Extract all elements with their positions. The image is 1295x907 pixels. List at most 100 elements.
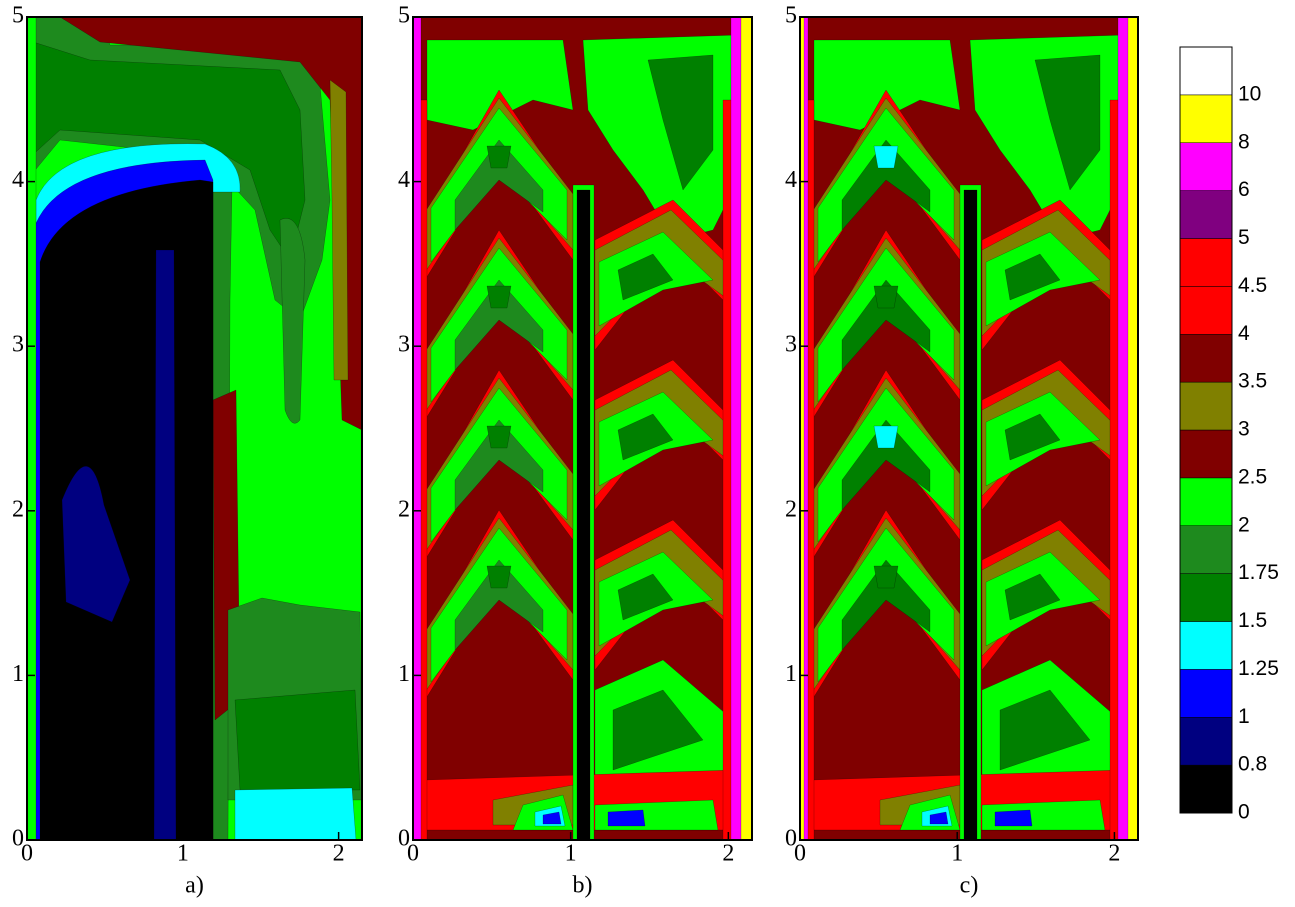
contour-region (279, 218, 306, 424)
contour-region (1004, 253, 1061, 301)
contour-region (617, 253, 674, 301)
contour-region (617, 573, 674, 621)
x-tick-label: 0 (794, 841, 806, 867)
colorbar-box (1179, 190, 1233, 239)
contour-region (929, 811, 949, 825)
contour-region (817, 247, 955, 403)
colorbar-label: 1.5 (1238, 609, 1267, 632)
x-tick-label: 0 (21, 841, 33, 867)
x-tick-label: 2 (722, 841, 734, 867)
contour-field (413, 17, 752, 840)
x-tick-label: 0 (407, 841, 419, 867)
contour-region (486, 285, 512, 309)
plot-frame (799, 16, 1139, 841)
contour-region (873, 145, 899, 169)
contour-field (27, 17, 362, 840)
x-tick-label: 1 (951, 841, 963, 867)
colorbar-box (1179, 334, 1233, 383)
colorbar-label: 1 (1238, 705, 1250, 728)
x-tick-label: 2 (333, 841, 345, 867)
contour-region (486, 565, 512, 589)
contour-region (430, 107, 568, 263)
contour-region (817, 527, 955, 683)
colorbar-label: 0.8 (1238, 753, 1267, 776)
y-tick-label: 5 (785, 3, 797, 29)
contour-region (1127, 17, 1138, 840)
panel-label: a) (185, 873, 204, 899)
contour-region (153, 249, 177, 840)
y-tick-label: 1 (785, 661, 797, 687)
colorbar-box (1179, 429, 1233, 479)
contour-region (329, 79, 349, 381)
colorbar-box (1179, 142, 1233, 191)
x-tick-label: 1 (565, 841, 577, 867)
y-tick-label: 2 (12, 496, 24, 522)
contour-region (740, 17, 752, 840)
contour-region (542, 811, 562, 825)
contour-region (486, 425, 512, 449)
colorbar-label: 4 (1238, 322, 1250, 345)
contour-region (1034, 54, 1101, 191)
contour-region (234, 689, 361, 791)
y-tick-label: 3 (785, 332, 797, 358)
y-tick-label: 4 (12, 167, 24, 193)
contour-field (800, 17, 1138, 840)
contour-region (607, 809, 646, 827)
colorbar-box (1179, 46, 1233, 96)
y-tick-label: 5 (398, 3, 410, 29)
contour-region (647, 54, 714, 191)
y-tick-label: 0 (785, 826, 797, 852)
plot-frame (26, 16, 363, 841)
y-tick-label: 3 (398, 332, 410, 358)
y-tick-label: 0 (398, 826, 410, 852)
y-tick-label: 2 (398, 496, 410, 522)
contour-region (873, 565, 899, 589)
colorbar-box (1179, 669, 1233, 718)
contour-region (999, 689, 1091, 771)
y-tick-label: 0 (12, 826, 24, 852)
contour-region (612, 689, 704, 771)
colorbar-label: 3 (1238, 418, 1250, 441)
colorbar-box (1179, 764, 1233, 814)
y-tick-label: 1 (398, 661, 410, 687)
colorbar-box (1179, 94, 1233, 143)
colorbar-frame (1179, 46, 1233, 814)
contour-region (817, 107, 955, 263)
contour-region (27, 17, 37, 840)
colorbar-label: 2 (1238, 513, 1250, 536)
contour-region (61, 466, 131, 623)
contour-region (486, 145, 512, 169)
x-tick-label: 2 (1108, 841, 1120, 867)
contour-region (413, 17, 422, 840)
contour-region (1004, 573, 1061, 621)
colorbar-label: 6 (1238, 178, 1250, 201)
contour-region (873, 425, 899, 449)
panel-label: c) (960, 873, 979, 899)
colorbar-box (1179, 573, 1233, 622)
y-tick-label: 4 (785, 167, 797, 193)
contour-region (430, 247, 568, 403)
y-tick-label: 4 (398, 167, 410, 193)
contour-region (430, 527, 568, 683)
colorbar-box (1179, 381, 1233, 431)
panel-label: b) (573, 873, 593, 899)
colorbar-box (1179, 717, 1233, 766)
colorbar-label: 3.5 (1238, 370, 1267, 393)
colorbar-label: 0 (1238, 801, 1250, 824)
colorbar-label: 2.5 (1238, 465, 1267, 488)
colorbar-label: 1.25 (1238, 657, 1279, 680)
colorbar-label: 1.75 (1238, 561, 1279, 584)
colorbar-box (1179, 238, 1233, 287)
plot-frame (412, 16, 753, 841)
colorbar-label: 5 (1238, 226, 1250, 249)
y-tick-label: 1 (12, 661, 24, 687)
colorbar-box (1179, 477, 1233, 526)
colorbar-box (1179, 525, 1233, 574)
colorbar-label: 8 (1238, 130, 1250, 153)
contour-region (963, 189, 978, 840)
contour-region (1004, 413, 1061, 461)
contour-region (873, 285, 899, 309)
colorbar-label: 10 (1238, 82, 1261, 105)
